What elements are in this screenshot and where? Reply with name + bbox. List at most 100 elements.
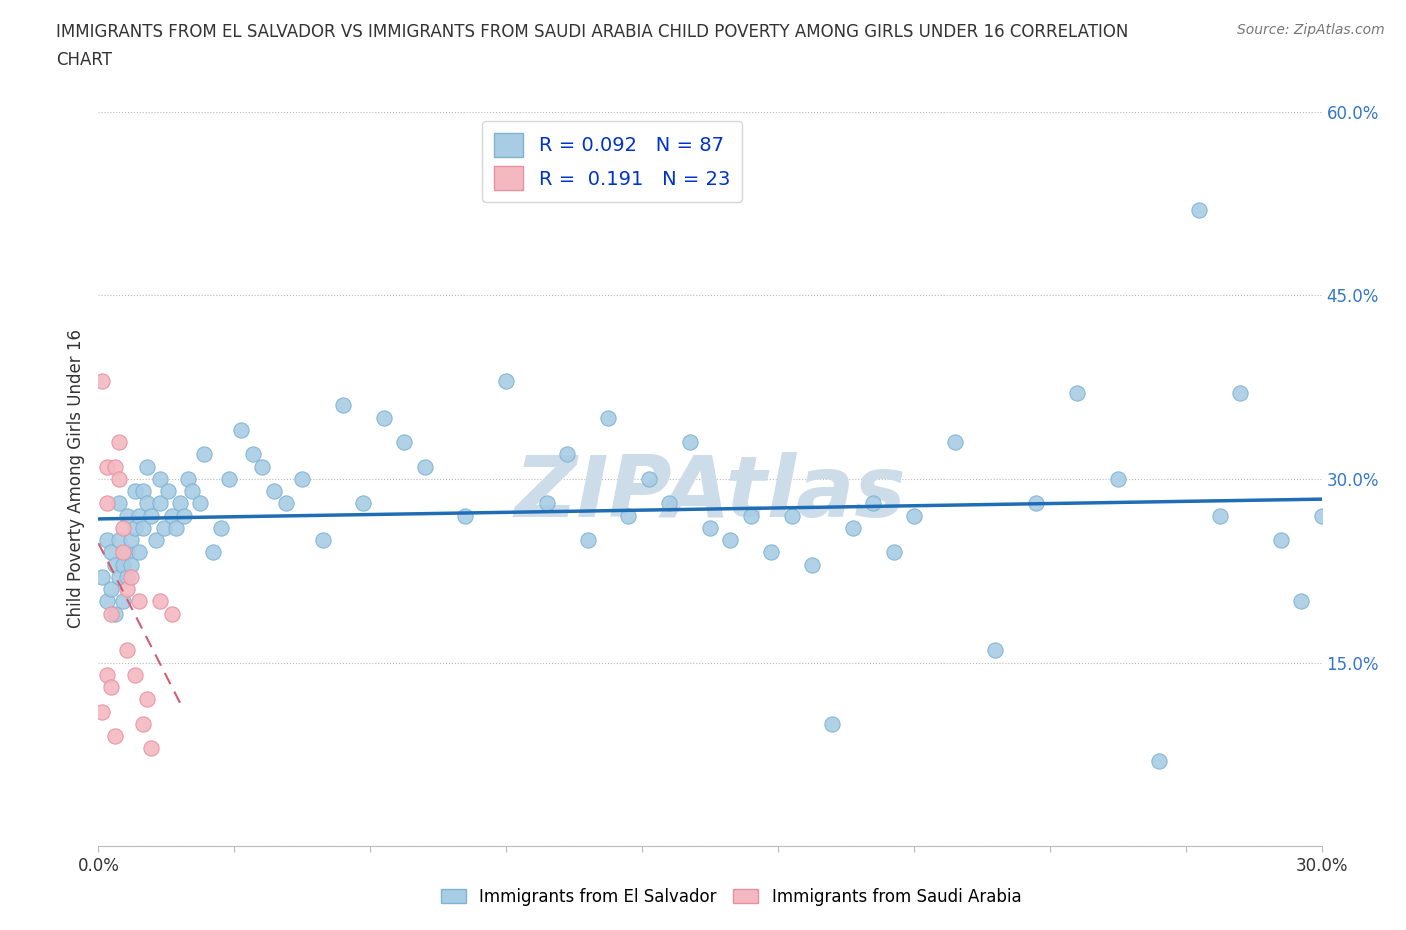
- Point: [177, 472, 200, 486]
- Point: [100, 606, 122, 621]
- Point: [780, 508, 803, 523]
- Point: [96, 594, 118, 609]
- Point: [1209, 508, 1232, 523]
- Point: [120, 533, 142, 548]
- Point: [576, 533, 599, 548]
- Point: [169, 496, 191, 511]
- Point: [115, 569, 138, 584]
- Point: [413, 459, 436, 474]
- Point: [332, 398, 354, 413]
- Point: [312, 533, 335, 548]
- Point: [679, 435, 702, 450]
- Point: [495, 374, 517, 389]
- Point: [111, 521, 134, 536]
- Point: [91, 704, 114, 719]
- Point: [536, 496, 558, 511]
- Point: [115, 643, 138, 658]
- Point: [115, 508, 138, 523]
- Point: [96, 533, 118, 548]
- Y-axis label: Child Poverty Among Girls Under 16: Child Poverty Among Girls Under 16: [66, 329, 84, 629]
- Point: [862, 496, 884, 511]
- Point: [193, 447, 215, 462]
- Point: [250, 459, 273, 474]
- Point: [242, 447, 264, 462]
- Point: [128, 545, 150, 560]
- Point: [555, 447, 579, 462]
- Point: [1310, 508, 1333, 523]
- Point: [1291, 594, 1313, 609]
- Point: [108, 569, 131, 584]
- Point: [761, 545, 783, 560]
- Point: [100, 582, 122, 597]
- Point: [124, 521, 146, 536]
- Legend: Immigrants from El Salvador, Immigrants from Saudi Arabia: Immigrants from El Salvador, Immigrants …: [434, 881, 1028, 912]
- Point: [263, 484, 285, 498]
- Point: [100, 680, 122, 695]
- Point: [883, 545, 905, 560]
- Point: [108, 533, 131, 548]
- Point: [903, 508, 925, 523]
- Point: [128, 594, 150, 609]
- Point: [637, 472, 661, 486]
- Point: [149, 472, 172, 486]
- Point: [291, 472, 314, 486]
- Point: [156, 484, 179, 498]
- Point: [188, 496, 212, 511]
- Point: [821, 716, 844, 731]
- Point: [740, 508, 762, 523]
- Point: [104, 606, 127, 621]
- Point: [91, 374, 114, 389]
- Point: [152, 521, 174, 536]
- Point: [181, 484, 204, 498]
- Point: [111, 557, 134, 572]
- Point: [141, 508, 163, 523]
- Point: [231, 422, 253, 437]
- Point: [984, 643, 1007, 658]
- Point: [598, 410, 620, 425]
- Point: [136, 692, 159, 707]
- Point: [136, 496, 159, 511]
- Point: [1066, 386, 1088, 401]
- Point: [160, 508, 183, 523]
- Point: [115, 545, 138, 560]
- Legend: R = 0.092   N = 87, R =  0.191   N = 23: R = 0.092 N = 87, R = 0.191 N = 23: [482, 121, 742, 202]
- Point: [173, 508, 195, 523]
- Text: ZIPAtlas: ZIPAtlas: [515, 452, 905, 535]
- Point: [132, 716, 155, 731]
- Point: [1229, 386, 1251, 401]
- Point: [943, 435, 966, 450]
- Point: [132, 521, 155, 536]
- Point: [1188, 202, 1211, 217]
- Point: [100, 545, 122, 560]
- Point: [209, 521, 232, 536]
- Text: IMMIGRANTS FROM EL SALVADOR VS IMMIGRANTS FROM SAUDI ARABIA CHILD POVERTY AMONG : IMMIGRANTS FROM EL SALVADOR VS IMMIGRANT…: [56, 23, 1129, 41]
- Point: [96, 459, 118, 474]
- Point: [801, 557, 824, 572]
- Point: [108, 435, 131, 450]
- Point: [165, 521, 187, 536]
- Point: [96, 668, 118, 683]
- Point: [108, 496, 131, 511]
- Point: [104, 729, 127, 744]
- Point: [145, 533, 167, 548]
- Point: [141, 741, 163, 756]
- Point: [218, 472, 240, 486]
- Point: [96, 496, 118, 511]
- Point: [108, 472, 131, 486]
- Point: [352, 496, 374, 511]
- Point: [124, 668, 146, 683]
- Point: [373, 410, 395, 425]
- Point: [699, 521, 721, 536]
- Point: [128, 508, 150, 523]
- Point: [120, 569, 142, 584]
- Point: [149, 594, 172, 609]
- Point: [392, 435, 416, 450]
- Point: [132, 484, 155, 498]
- Point: [120, 557, 142, 572]
- Text: CHART: CHART: [56, 51, 112, 69]
- Point: [136, 459, 159, 474]
- Point: [111, 594, 134, 609]
- Point: [91, 569, 114, 584]
- Point: [841, 521, 863, 536]
- Point: [160, 606, 183, 621]
